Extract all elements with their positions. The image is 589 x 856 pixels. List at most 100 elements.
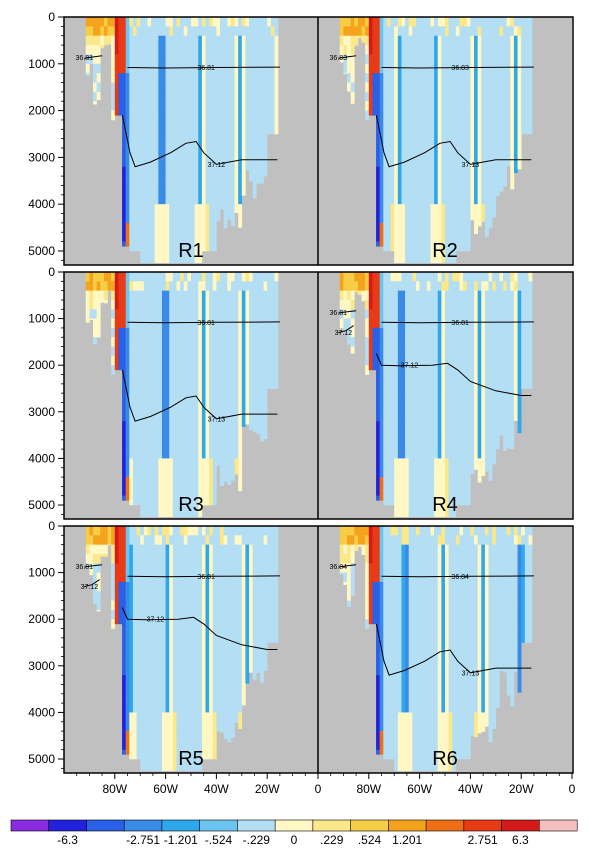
- heatmap-cell: [452, 402, 457, 413]
- heatmap-cell: [191, 467, 195, 478]
- heatmap-cell: [445, 260, 449, 263]
- heatmap-cell: [136, 393, 141, 403]
- heatmap-cell: [524, 365, 529, 375]
- heatmap-cell: [122, 299, 126, 310]
- heatmap-cell: [488, 327, 493, 338]
- heatmap-cell: [270, 299, 275, 310]
- heatmap-cell: [111, 526, 116, 536]
- heatmap-cell: [521, 54, 526, 65]
- heatmap-cell: [405, 458, 410, 469]
- heatmap-cell: [484, 299, 489, 310]
- heatmap-cell: [161, 299, 166, 310]
- heatmap-cell: [488, 393, 493, 403]
- heatmap-cell: [513, 318, 518, 329]
- heatmap-cell: [495, 355, 500, 366]
- heatmap-cell: [140, 656, 145, 667]
- heatmap-cell: [474, 194, 478, 205]
- heatmap-cell: [151, 684, 156, 695]
- heatmap-cell: [241, 383, 246, 394]
- heatmap-cell: [176, 458, 181, 469]
- heatmap-cell: [209, 82, 214, 93]
- heatmap-cell: [466, 63, 471, 74]
- heatmap-cell: [230, 82, 235, 93]
- heatmap-cell: [111, 63, 116, 74]
- heatmap-cell: [227, 35, 232, 46]
- heatmap-cell: [448, 129, 453, 139]
- heatmap-cell: [172, 656, 177, 667]
- heatmap-cell: [129, 712, 134, 723]
- heatmap-cell: [386, 374, 391, 385]
- heatmap-cell: [350, 91, 355, 102]
- heatmap-cell: [521, 45, 526, 55]
- heatmap-cell: [212, 299, 217, 310]
- heatmap-cell: [484, 185, 489, 196]
- heatmap-cell: [151, 449, 156, 459]
- heatmap-cell: [241, 176, 246, 186]
- heatmap-cell: [430, 439, 435, 450]
- heatmap-cell: [187, 486, 192, 496]
- heatmap-cell: [234, 430, 239, 441]
- heatmap-cell: [129, 553, 134, 564]
- heatmap-cell: [205, 374, 210, 385]
- heatmap-cell: [183, 241, 188, 252]
- heatmap-cell: [448, 290, 453, 301]
- heatmap-cell: [220, 449, 224, 459]
- heatmap-cell: [198, 393, 203, 403]
- heatmap-cell: [191, 250, 195, 261]
- heatmap-cell: [93, 54, 97, 65]
- heatmap-cell: [165, 628, 170, 639]
- heatmap-cell: [194, 665, 199, 676]
- heatmap-cell: [154, 383, 159, 394]
- heatmap-cell: [165, 35, 170, 46]
- heatmap-cell: [132, 318, 137, 329]
- heatmap-cell: [394, 157, 399, 168]
- heatmap-cell: [158, 665, 163, 676]
- heatmap-cell: [448, 166, 453, 177]
- heatmap-cell: [455, 439, 460, 450]
- heatmap-cell: [180, 495, 185, 506]
- heatmap-cell: [383, 63, 388, 74]
- heatmap-cell: [183, 449, 188, 459]
- heatmap-cell: [154, 637, 159, 648]
- heatmap-cell: [459, 467, 464, 478]
- heatmap-cell: [147, 572, 152, 583]
- heatmap-cell: [376, 383, 380, 394]
- heatmap-cell: [484, 54, 489, 65]
- heatmap-cell: [161, 609, 166, 620]
- heatmap-cell: [401, 449, 406, 459]
- heatmap-cell: [158, 721, 163, 732]
- heatmap-cell: [147, 148, 152, 158]
- heatmap-cell: [158, 619, 163, 629]
- heatmap-cell: [89, 281, 94, 291]
- heatmap-cell: [376, 477, 380, 487]
- heatmap-cell: [270, 355, 275, 366]
- heatmap-cell: [191, 73, 195, 83]
- heatmap-cell: [161, 129, 166, 139]
- heatmap-cell: [230, 110, 235, 121]
- heatmap-cell: [136, 411, 141, 422]
- heatmap-cell: [495, 318, 500, 329]
- heatmap-cell: [383, 439, 388, 450]
- heatmap-cell: [452, 54, 457, 65]
- heatmap-cell: [259, 272, 264, 282]
- heatmap-cell: [466, 365, 471, 375]
- heatmap-cell: [390, 281, 395, 291]
- heatmap-cell: [136, 526, 141, 536]
- heatmap-cell: [143, 628, 148, 639]
- heatmap-cell: [343, 63, 348, 74]
- heatmap-cell: [132, 63, 137, 74]
- heatmap-cell: [216, 374, 221, 385]
- heatmap-cell: [459, 54, 464, 65]
- heatmap-cell: [379, 374, 384, 385]
- heatmap-cell: [386, 430, 391, 441]
- heatmap-cell: [114, 581, 119, 592]
- heatmap-cell: [187, 355, 192, 366]
- heatmap-cell: [103, 526, 108, 536]
- heatmap-cell: [252, 148, 257, 158]
- heatmap-cell: [430, 449, 435, 459]
- heatmap-cell: [172, 526, 177, 536]
- heatmap-cell: [158, 176, 163, 186]
- heatmap-cell: [441, 138, 446, 149]
- heatmap-cell: [187, 204, 192, 214]
- heatmap-cell: [267, 383, 272, 389]
